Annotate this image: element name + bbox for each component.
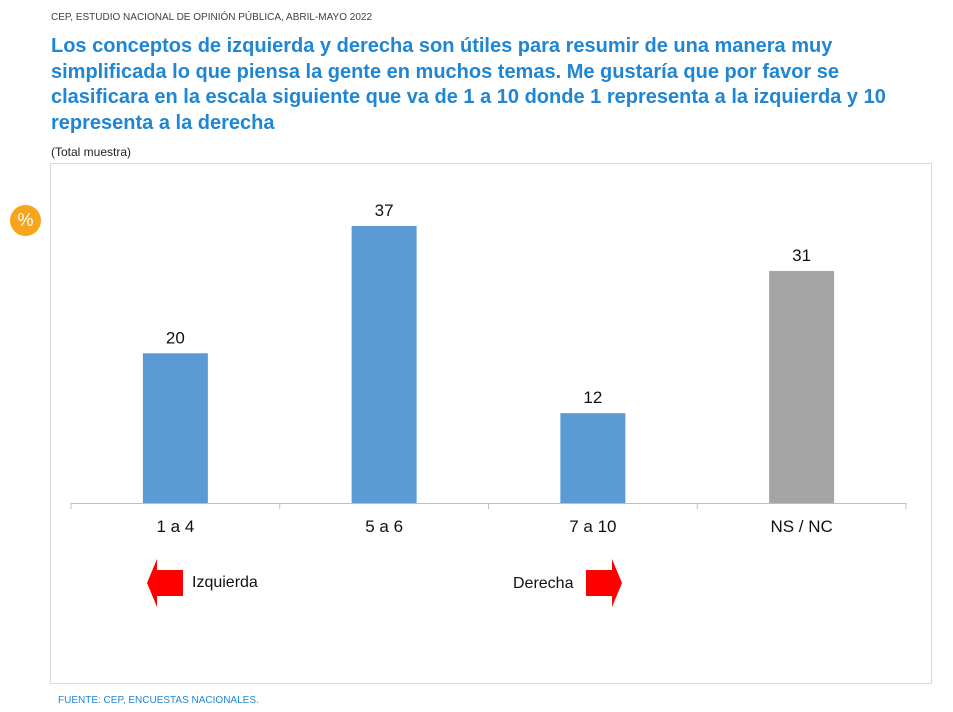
data-label: 20	[166, 328, 185, 347]
bar-4	[769, 270, 835, 503]
bar-1	[142, 353, 208, 503]
right-annotation-label: Derecha	[513, 575, 574, 592]
footer-source: FUENTE: CEP, ENCUESTAS NACIONALES.	[58, 695, 259, 706]
x-tick-label: 1 a 4	[156, 517, 194, 536]
data-label: 12	[583, 388, 602, 407]
header-source: CEP, ESTUDIO NACIONAL DE OPINIÓN PÚBLICA…	[51, 12, 373, 23]
left-arrow-icon	[147, 559, 183, 607]
x-tick-label: 7 a 10	[569, 517, 616, 536]
left-annotation-label: Izquierda	[192, 574, 258, 591]
percent-badge: %	[10, 205, 41, 236]
bar-2	[351, 226, 417, 503]
chart-subtitle: (Total muestra)	[51, 145, 132, 159]
chart-frame	[50, 163, 932, 684]
data-label: 37	[375, 201, 394, 220]
x-tick-label: NS / NC	[770, 517, 832, 536]
x-tick-label: 5 a 6	[365, 517, 403, 536]
data-label: 31	[792, 246, 811, 265]
bar-3	[560, 413, 626, 503]
page-title: Los conceptos de izquierda y derecha son…	[51, 35, 886, 134]
right-arrow-icon	[586, 559, 622, 607]
